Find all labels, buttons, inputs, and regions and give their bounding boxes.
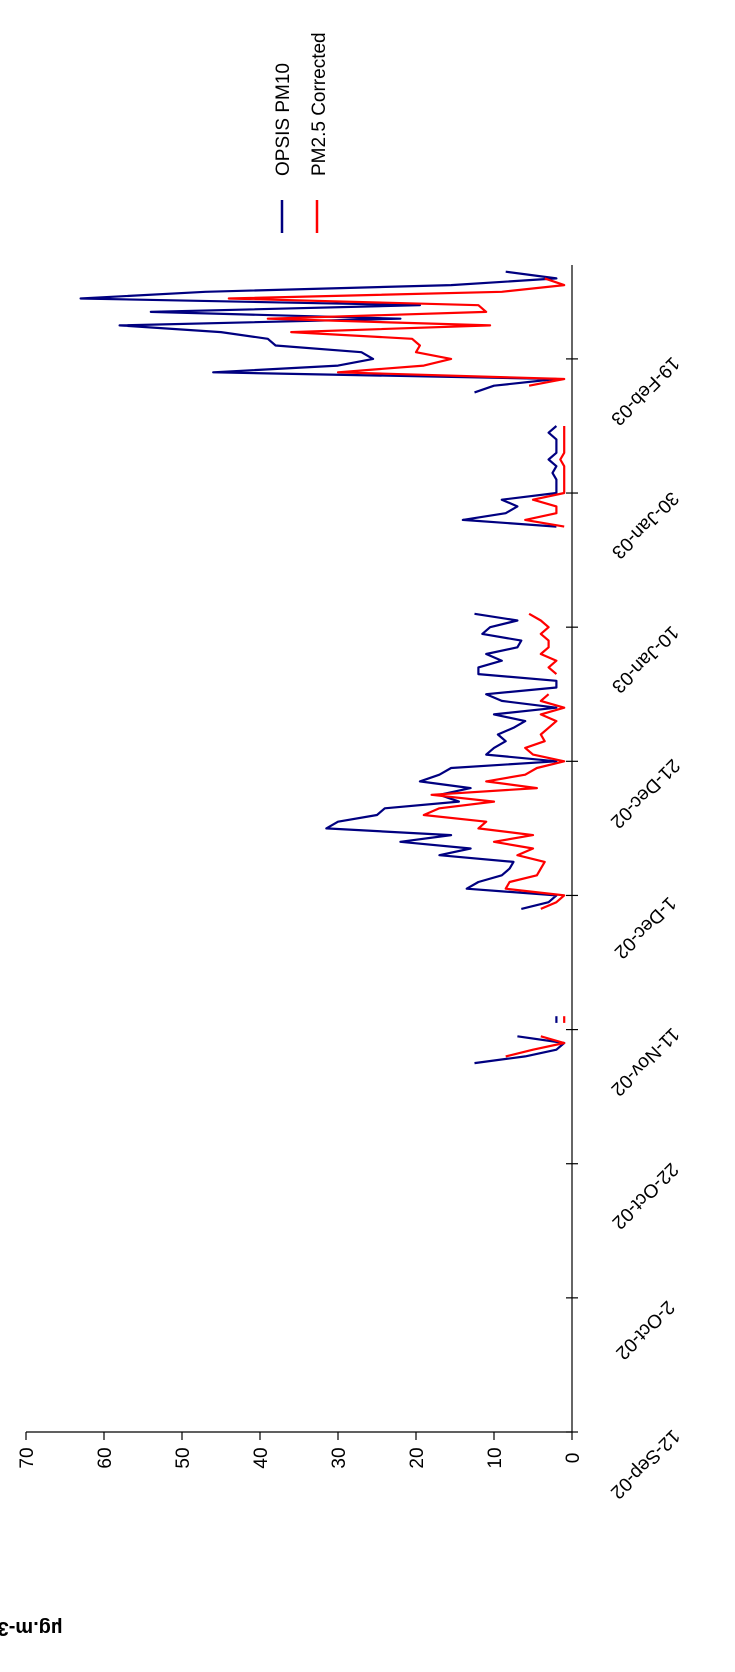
x-tick-label: 19-Feb-03 — [606, 352, 683, 429]
series-line-opsis-pm10 — [79, 270, 558, 394]
x-tick-label: 12-Sep-02 — [606, 1425, 684, 1503]
y-tick-label: 30 — [329, 1447, 350, 1468]
series-line-opsis-pm10 — [474, 1035, 566, 1065]
y-tick-label: 60 — [95, 1447, 116, 1468]
series-line-pm25-corrected — [422, 693, 566, 910]
x-tick-label: 22-Oct-02 — [608, 1158, 683, 1233]
series-line-opsis-pm10 — [461, 425, 558, 528]
series-line-pm25-corrected — [528, 612, 558, 675]
series-line-opsis-pm10 — [325, 612, 558, 910]
series-lines — [79, 270, 566, 1065]
legend-label-opsis-pm10: OPSIS PM10 — [273, 63, 294, 176]
y-tick-label: 0 — [563, 1453, 584, 1464]
y-ticks: 0 10 20 30 40 50 60 70 — [17, 1432, 584, 1469]
x-tick-label: 11-Nov-02 — [607, 1023, 684, 1100]
x-ticks: 12-Sep-02 2-Oct-02 22-Oct-02 11-Nov-02 1-Dec… — [566, 352, 684, 1503]
legend: OPSIS PM10 PM2.5 Corrected — [273, 32, 330, 233]
y-tick-label: 50 — [173, 1447, 194, 1468]
x-tick-label: 10-Jan-03 — [607, 621, 682, 696]
x-tick-label: 1-Dec-02 — [610, 892, 680, 962]
x-tick-label: 30-Jan-03 — [607, 487, 682, 562]
series-line-pm25-corrected — [505, 1035, 566, 1058]
y-axis-label: µg.m-3 — [0, 1617, 62, 1639]
y-tick-label: 20 — [407, 1447, 428, 1468]
series-line-pm25-corrected — [227, 277, 566, 387]
x-tick-label: 2-Oct-02 — [611, 1296, 678, 1363]
y-tick-label: 10 — [485, 1447, 506, 1468]
series-line-pm25-corrected — [524, 426, 566, 528]
legend-label-pm25-corrected: PM2.5 Corrected — [309, 32, 330, 176]
y-tick-label: 40 — [251, 1447, 272, 1468]
y-tick-label: 70 — [17, 1447, 38, 1468]
x-tick-label: 21-Dec-02 — [606, 754, 684, 832]
